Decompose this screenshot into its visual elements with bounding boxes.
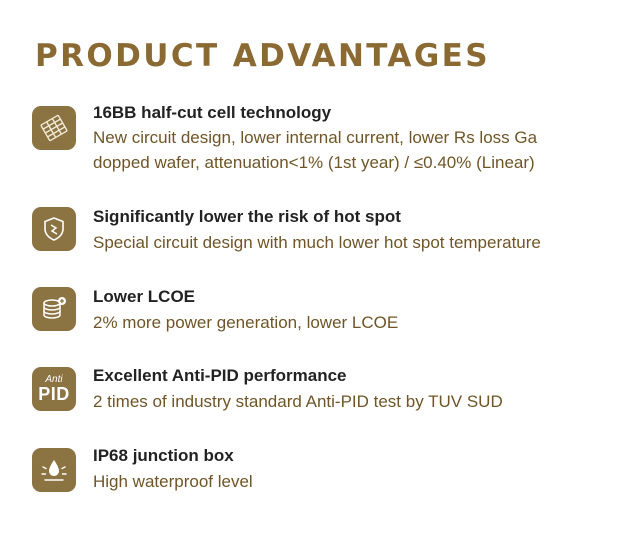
advantage-description: 2 times of industry standard Anti-PID te… bbox=[93, 392, 503, 411]
advantage-title: Significantly lower the risk of hot spot bbox=[93, 207, 401, 226]
advantage-description: High waterproof level bbox=[93, 472, 253, 491]
advantage-title: IP68 junction box bbox=[93, 446, 234, 465]
coin-stack-icon bbox=[32, 287, 76, 331]
advantage-description: New circuit design, lower internal curre… bbox=[93, 128, 538, 172]
advantage-title: Lower LCOE bbox=[93, 287, 196, 306]
anti-pid-icon-top-text: Anti bbox=[45, 374, 63, 385]
advantage-title: Excellent Anti-PID performance bbox=[93, 366, 347, 385]
anti-pid-icon: Anti PID bbox=[32, 367, 76, 411]
advantage-description: 2% more power generation, lower LCOE bbox=[93, 313, 399, 332]
water-drop-icon bbox=[32, 448, 76, 492]
anti-pid-icon-bottom-text: PID bbox=[38, 384, 70, 404]
advantage-title: 16BB half-cut cell technology bbox=[93, 103, 332, 122]
advantage-description: Special circuit design with much lower h… bbox=[93, 233, 541, 252]
shield-icon bbox=[32, 207, 76, 251]
page-title: PRODUCT ADVANTAGES bbox=[35, 38, 490, 74]
solar-cell-icon bbox=[32, 106, 76, 150]
